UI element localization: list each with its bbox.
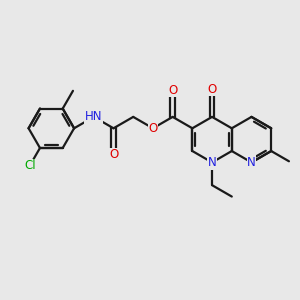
- Text: O: O: [207, 82, 217, 96]
- Text: O: O: [168, 84, 177, 97]
- Text: N: N: [247, 156, 256, 169]
- Text: O: O: [148, 122, 158, 135]
- Text: O: O: [109, 148, 118, 161]
- Text: N: N: [208, 156, 216, 169]
- Text: Cl: Cl: [24, 159, 35, 172]
- Text: HN: HN: [85, 110, 103, 123]
